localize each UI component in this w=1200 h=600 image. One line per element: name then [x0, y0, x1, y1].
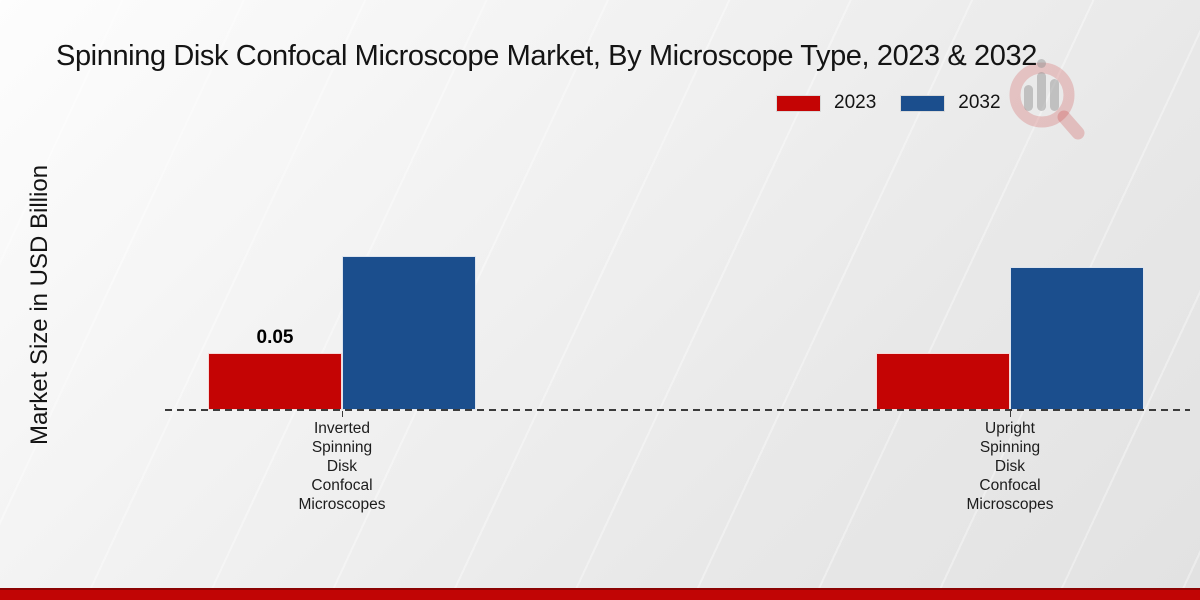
legend-swatch-2032	[900, 94, 946, 112]
category-label-line: Upright	[985, 420, 1035, 437]
bar-value-label: 0.05	[256, 327, 294, 348]
legend-label-2023: 2023	[834, 92, 877, 113]
bar-2032-category-0	[342, 256, 476, 410]
category-label-line: Spinning	[979, 439, 1041, 456]
category-label-line: Confocal	[311, 477, 373, 494]
category-label-line: Disk	[326, 458, 358, 475]
axis-tick	[1010, 411, 1011, 417]
category-label-1: Upright Spinning Disk Confocal Microscopes	[967, 419, 1054, 514]
footer-accent-bar	[0, 588, 1200, 600]
category-label-line: Microscopes	[966, 496, 1054, 513]
category-label-line: Spinning	[311, 439, 373, 456]
bar-2023-category-0	[208, 353, 342, 410]
category-label-0: Inverted Spinning Disk Confocal Microscopes	[299, 419, 386, 514]
legend-item-2032: 2032	[900, 92, 1001, 114]
legend-label-2032: 2032	[958, 92, 1001, 113]
category-label-line: Microscopes	[298, 496, 386, 513]
legend-swatch-2023	[776, 94, 821, 112]
y-axis-label: Market Size in USD Billion	[26, 164, 53, 446]
category-label-line: Confocal	[979, 477, 1041, 494]
axis-tick	[342, 411, 343, 417]
magnifier-bar-chart-icon	[1009, 59, 1085, 140]
bar-2023-category-1	[876, 353, 1010, 410]
bar-2032-category-1	[1010, 267, 1144, 410]
chart-title: Spinning Disk Confocal Microscope Market…	[56, 40, 1037, 72]
legend: 2023 2032	[776, 92, 1001, 114]
legend-item-2023: 2023	[776, 92, 876, 114]
category-label-line: Disk	[994, 458, 1026, 475]
zero-baseline	[165, 409, 1190, 411]
category-label-line: Inverted	[313, 420, 370, 437]
